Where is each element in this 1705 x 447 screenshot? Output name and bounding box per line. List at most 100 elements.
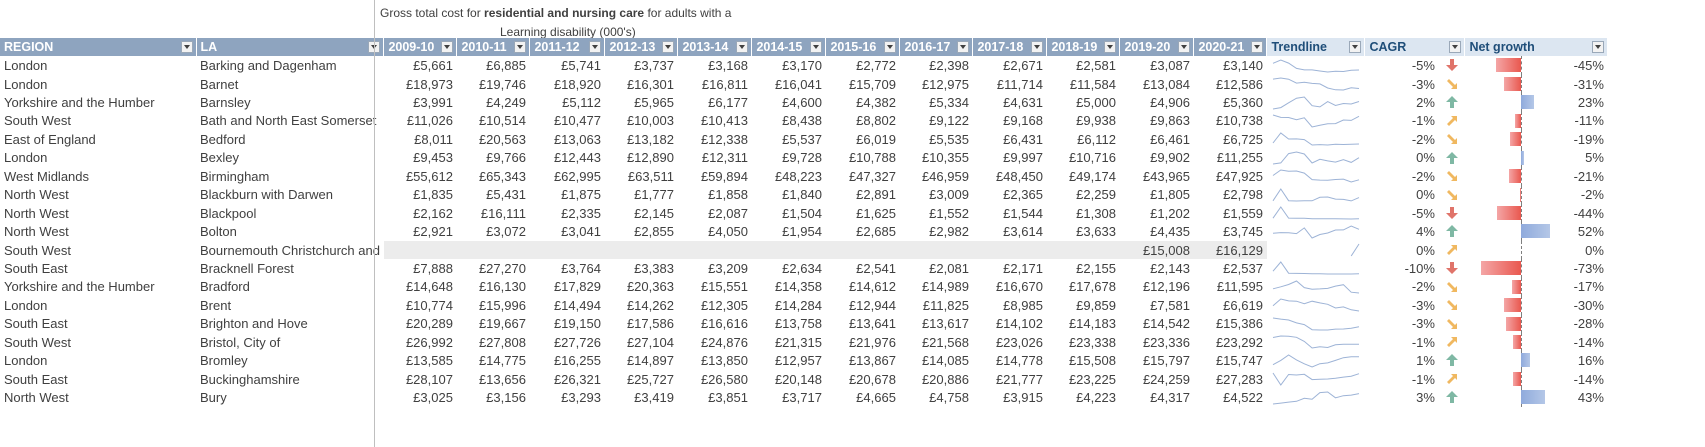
cagr-cell[interactable]: -3% [1365,296,1465,314]
cagr-cell[interactable]: -3% [1365,75,1465,93]
net-growth-cell[interactable]: -19% [1464,130,1608,149]
value-cell[interactable]: £10,514 [478,113,526,129]
value-cell[interactable]: £12,944 [848,297,896,313]
value-cell[interactable]: £2,855 [634,224,674,240]
value-cell[interactable]: £15,797 [1119,351,1194,370]
region-cell[interactable]: North West [4,187,69,203]
value-cell[interactable] [899,240,973,260]
net-growth-cell[interactable]: -17% [1464,277,1608,297]
region-cell[interactable]: London [0,56,196,75]
value-cell[interactable]: £1,552 [899,203,973,223]
value-cell[interactable]: £6,885 [456,56,530,75]
value-cell[interactable]: £9,997 [1003,150,1043,166]
value-cell[interactable] [604,240,678,260]
value-cell[interactable]: £20,678 [848,371,896,387]
value-cell[interactable]: £16,811 [701,76,748,92]
value-cell[interactable]: £12,586 [1215,76,1263,92]
filter-dropdown-icon[interactable] [662,41,675,53]
value-cell[interactable]: £16,301 [626,76,674,92]
value-cell[interactable]: £5,965 [604,93,678,112]
value-cell[interactable]: £9,453 [413,150,453,166]
value-cell[interactable]: £1,544 [972,203,1047,223]
value-cell[interactable]: £14,494 [553,297,601,313]
value-cell[interactable]: £2,155 [1076,260,1116,276]
la-cell[interactable]: Bournemouth Christchurch and [196,240,384,260]
value-cell[interactable]: £3,072 [486,224,526,240]
value-cell[interactable]: £3,991 [383,93,457,112]
value-cell[interactable]: £15,386 [1193,314,1267,333]
la-cell[interactable]: Blackpool [196,203,384,223]
value-cell[interactable]: £14,284 [774,297,822,313]
value-cell[interactable]: £1,805 [1150,187,1190,203]
value-cell[interactable]: £19,667 [456,314,530,333]
value-cell[interactable]: £5,112 [529,93,605,112]
filter-dropdown-icon[interactable] [884,41,897,53]
value-cell[interactable]: £12,311 [701,150,748,166]
value-cell[interactable]: £2,143 [1150,260,1190,276]
value-cell[interactable]: £14,102 [972,314,1047,333]
value-cell[interactable]: £12,890 [626,150,674,166]
value-cell[interactable]: £9,168 [1003,113,1043,129]
value-cell[interactable]: £4,758 [899,388,973,407]
value-cell[interactable]: £20,289 [383,314,457,333]
value-cell[interactable]: £2,685 [856,224,896,240]
value-cell[interactable]: £27,104 [626,334,674,350]
filter-dropdown-icon[interactable] [441,41,454,53]
value-cell[interactable]: £6,619 [1223,297,1263,313]
value-cell[interactable]: £15,747 [1193,351,1267,370]
value-cell[interactable]: £2,259 [1076,187,1116,203]
value-cell[interactable]: £12,338 [677,130,752,149]
region-cell[interactable]: North West [0,203,196,223]
cagr-cell[interactable]: -5% [1364,203,1465,223]
trendline-cell[interactable] [1267,112,1365,130]
value-cell[interactable]: £14,612 [825,277,900,297]
filter-dropdown-icon[interactable] [1251,41,1264,53]
value-cell[interactable]: £3,087 [1119,56,1194,75]
la-cell[interactable]: Bradford [196,277,384,297]
value-cell[interactable]: £2,145 [604,203,678,223]
la-cell[interactable]: Birmingham [196,167,384,186]
la-cell[interactable]: Barnet [200,76,239,92]
value-cell[interactable]: £6,177 [677,93,752,112]
value-cell[interactable]: £13,585 [383,351,457,370]
value-cell[interactable]: £3,170 [751,56,826,75]
value-cell[interactable]: £9,122 [929,113,969,129]
value-cell[interactable]: £4,665 [825,388,900,407]
value-cell[interactable]: £3,915 [972,388,1047,407]
value-cell[interactable]: £14,183 [1046,314,1120,333]
value-cell[interactable]: £3,041 [561,224,601,240]
value-cell[interactable]: £49,174 [1046,167,1120,186]
region-cell[interactable]: North West [4,224,69,240]
la-cell[interactable]: Buckinghamshire [200,371,300,387]
value-cell[interactable]: £18,920 [553,76,601,92]
value-cell[interactable]: £14,897 [604,351,678,370]
cagr-cell[interactable]: 0% [1365,149,1465,167]
filter-dropdown-icon[interactable] [1592,41,1605,53]
filter-dropdown-icon[interactable] [1178,41,1191,53]
value-cell[interactable]: £2,798 [1223,187,1263,203]
value-cell[interactable]: £16,255 [529,351,605,370]
value-cell[interactable]: £2,335 [529,203,605,223]
value-cell[interactable]: £3,851 [677,388,752,407]
value-cell[interactable]: £6,461 [1119,130,1194,149]
value-cell[interactable]: £1,559 [1193,203,1267,223]
value-cell[interactable]: £59,894 [677,167,752,186]
net-growth-cell[interactable]: -44% [1464,203,1608,223]
value-cell[interactable]: £1,954 [782,224,822,240]
value-cell[interactable]: £12,443 [553,150,601,166]
value-cell[interactable]: £15,551 [677,277,752,297]
net-growth-cell[interactable]: 16% [1464,351,1608,370]
value-cell[interactable]: £6,112 [1046,130,1120,149]
value-cell[interactable]: £11,825 [922,297,969,313]
value-cell[interactable]: £8,438 [782,113,822,129]
filter-dropdown-icon[interactable] [1349,41,1362,53]
value-cell[interactable] [972,240,1047,260]
la-cell[interactable]: Barking and Dagenham [196,56,384,75]
value-cell[interactable]: £1,875 [561,187,601,203]
region-cell[interactable]: West Midlands [0,167,196,186]
value-cell[interactable]: £4,223 [1046,388,1120,407]
value-cell[interactable]: £11,584 [1069,76,1116,92]
value-cell[interactable]: £16,129 [1193,240,1267,260]
value-cell[interactable]: £8,011 [383,130,457,149]
value-cell[interactable]: £5,431 [486,187,526,203]
